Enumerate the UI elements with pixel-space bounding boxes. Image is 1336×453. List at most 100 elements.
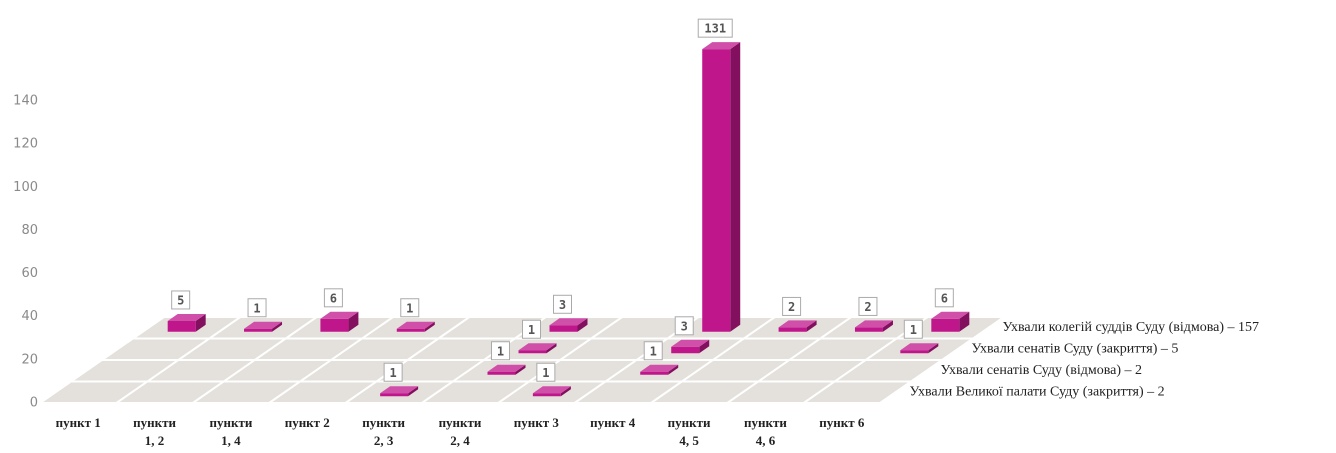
bar-side	[546, 343, 557, 354]
value-label: 6	[330, 291, 337, 305]
x-tick-label: 2, 4	[450, 433, 470, 448]
legend-label: Ухвали колегій суддів Суду (відмова) – 1…	[1003, 320, 1260, 335]
value-label: 1	[542, 366, 549, 380]
bar-top	[778, 320, 817, 328]
x-tick-label: 4, 6	[756, 433, 776, 448]
bar-top	[854, 320, 893, 328]
value-label-box	[536, 362, 556, 382]
bar-side	[668, 364, 679, 375]
x-tick-label: пункти	[133, 415, 176, 430]
value-label: 3	[681, 319, 688, 333]
bar-side	[424, 321, 435, 332]
value-label-box	[247, 298, 267, 318]
bar-top	[487, 364, 526, 372]
bar	[396, 328, 425, 332]
bar-side	[560, 386, 571, 397]
value-label-box	[782, 296, 802, 316]
y-tick-label: 60	[21, 266, 38, 281]
bar	[671, 346, 700, 354]
value-label: 5	[177, 293, 184, 307]
bar	[931, 311, 970, 332]
bar	[549, 318, 588, 332]
y-tick-label: 140	[13, 94, 38, 109]
legend-label: Ухвали сенатів Суду (відмова) – 2	[941, 363, 1143, 378]
x-tick-label: 4, 5	[679, 433, 699, 448]
y-tick-label: 0	[30, 396, 38, 411]
value-label-box	[643, 341, 663, 361]
y-tick-label: 120	[13, 137, 38, 152]
bar-side	[730, 42, 741, 332]
x-tick-label: пункти	[439, 415, 482, 430]
value-label: 2	[788, 300, 795, 314]
value-label: 2	[864, 300, 871, 314]
x-tick-label: пункт 6	[819, 415, 865, 430]
bar-side	[699, 339, 710, 354]
value-label: 1	[650, 344, 657, 358]
bar-side	[272, 321, 283, 332]
value-label: 1	[910, 323, 917, 337]
value-label: 1	[253, 301, 260, 315]
bar	[900, 343, 939, 354]
bar-top	[671, 339, 710, 347]
bar-top	[640, 364, 679, 372]
bar-side	[577, 318, 588, 332]
bar-top	[320, 311, 359, 319]
bar-top	[532, 386, 571, 394]
x-tick-label: 1, 4	[221, 433, 241, 448]
value-label-box	[491, 341, 510, 361]
bar-side	[515, 364, 526, 375]
bar-side	[959, 311, 970, 332]
bar	[167, 313, 206, 332]
value-label: 1	[390, 366, 397, 380]
bar	[380, 386, 419, 397]
legend-label: Ухвали Великої палати Суду (закриття) – …	[910, 384, 1165, 399]
value-label-box	[400, 298, 420, 318]
bar	[487, 371, 516, 375]
bar-top	[380, 386, 419, 394]
bar	[900, 350, 929, 354]
bar-top	[518, 343, 557, 351]
y-tick-label: 100	[13, 180, 38, 195]
bar	[532, 393, 561, 397]
bar-side	[928, 343, 939, 354]
bar	[396, 321, 435, 332]
value-label: 1	[497, 344, 504, 358]
bar	[244, 328, 273, 332]
value-label-box	[903, 319, 923, 339]
bar	[640, 371, 669, 375]
value-label: 1	[406, 301, 413, 315]
bar-side	[348, 311, 359, 332]
x-tick-label: 1, 2	[145, 433, 165, 448]
bar	[931, 318, 960, 332]
value-label-box	[553, 294, 572, 314]
x-tick-label: пункт 4	[590, 415, 636, 430]
x-tick-label: пункти	[744, 415, 787, 430]
bar	[778, 320, 817, 332]
value-label: 1	[528, 323, 535, 337]
bar	[518, 350, 547, 354]
bar-top	[396, 321, 435, 329]
bar	[380, 393, 409, 397]
y-tick-label: 20	[21, 352, 38, 367]
bar-side	[408, 386, 419, 397]
bar	[854, 327, 883, 332]
value-label-box	[171, 290, 191, 310]
bar	[518, 343, 557, 354]
bar-top	[900, 343, 939, 351]
bar	[640, 364, 679, 375]
bar-top	[931, 311, 970, 319]
x-tick-label: пункт 1	[56, 415, 101, 430]
x-tick-label: пункт 3	[514, 415, 560, 430]
bar	[854, 320, 893, 332]
value-label: 3	[559, 298, 566, 312]
bar	[167, 320, 196, 332]
bar	[671, 339, 710, 354]
y-tick-label: 40	[21, 309, 38, 324]
value-label: 6	[941, 291, 948, 305]
y-tick-label: 80	[21, 223, 38, 238]
bar	[778, 327, 807, 332]
value-label-box	[323, 288, 343, 308]
bar-side	[806, 320, 817, 332]
bar	[532, 386, 571, 397]
